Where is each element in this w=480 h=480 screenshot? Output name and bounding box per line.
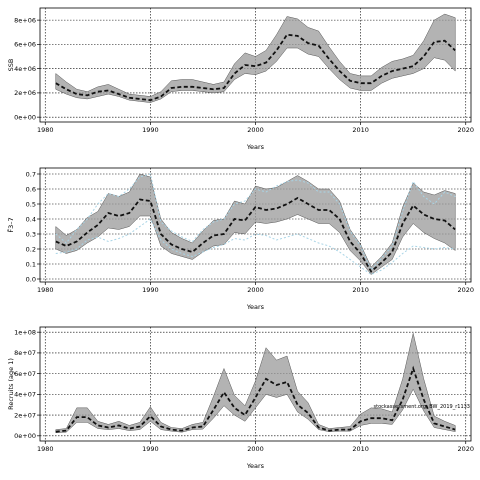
x-tick-label: 2010	[352, 126, 369, 134]
x-tick-label: 1980	[37, 126, 54, 134]
y-tick-label: 0.5	[26, 200, 36, 208]
x-tick-label: 2010	[352, 445, 369, 453]
iteration-line	[55, 218, 456, 276]
confidence-band	[55, 333, 456, 433]
y-tick-label: 0e+00	[14, 113, 36, 121]
y-tick-label: 8e+06	[14, 16, 36, 24]
y-axis-label: SSB	[7, 59, 15, 72]
source-annotation: stockassessment.org, BW_2019_r1133	[374, 404, 471, 410]
x-axis-label: Years	[246, 462, 265, 470]
x-axis-label: Years	[246, 143, 265, 151]
x-tick-label: 2000	[247, 126, 264, 134]
x-tick-label: 1990	[142, 126, 159, 134]
y-tick-label: 0.4	[26, 215, 36, 223]
x-tick-label: 1980	[37, 286, 54, 294]
y-tick-label: 8e+07	[14, 349, 36, 357]
x-tick-label: 1990	[142, 445, 159, 453]
y-tick-label: 0.3	[26, 230, 36, 238]
median-line	[55, 196, 456, 273]
chart-panel-1: 1980 1990 2000 2010 2020 0e+00 2e+06 4e+06 6e+06…	[7, 7, 474, 151]
chart-panel-3: 1980 1990 2000 2010 2020 0e+00 2e+07 4e+07 6e+07…	[7, 326, 474, 470]
plot-area	[55, 13, 456, 103]
x-tick-label: 2020	[457, 445, 474, 453]
y-tick-label: 2e+07	[14, 411, 36, 419]
y-tick-label: 6e+07	[14, 370, 36, 378]
y-tick-label: 0.1	[26, 260, 36, 268]
confidence-band	[55, 13, 456, 103]
y-axis-label: Recruits (age 1)	[7, 358, 15, 410]
chart-panel-2: 1980 1990 2000 2010 2020 0.0 0.1 0.2 0.3 0.4 0.5 0.…	[6, 167, 474, 311]
x-tick-label: 2000	[247, 445, 264, 453]
y-tick-label: 0.7	[26, 170, 36, 178]
confidence-band	[55, 173, 456, 275]
y-tick-label: 6e+06	[14, 41, 36, 49]
x-tick-label: 2020	[457, 286, 474, 294]
x-tick-label: 2020	[457, 126, 474, 134]
y-tick-label: 2e+06	[14, 89, 36, 97]
x-tick-label: 2010	[352, 286, 369, 294]
x-axis-label: Years	[246, 303, 265, 311]
y-tick-label: 0.6	[26, 185, 36, 193]
y-tick-label: 4e+06	[14, 65, 36, 73]
x-tick-label: 2000	[247, 286, 264, 294]
plot-area	[55, 333, 456, 433]
y-tick-label: 0e+00	[14, 432, 36, 440]
plot-area	[55, 173, 456, 276]
x-tick-label: 1990	[142, 286, 159, 294]
y-tick-label: 1e+08	[14, 328, 36, 336]
iteration-line	[55, 173, 456, 271]
y-tick-label: 4e+07	[14, 391, 36, 399]
y-tick-label: 0.0	[26, 275, 36, 283]
y-tick-label: 0.2	[26, 245, 36, 253]
x-tick-label: 1980	[37, 445, 54, 453]
y-axis-label: F̄3–7	[6, 217, 15, 232]
